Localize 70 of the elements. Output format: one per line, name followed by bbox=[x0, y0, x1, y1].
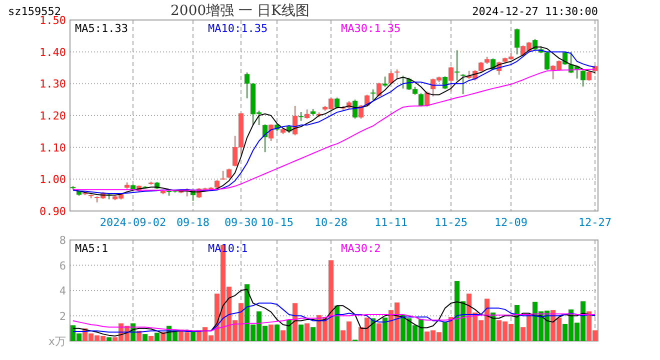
candlestick bbox=[580, 70, 586, 88]
candlestick bbox=[442, 76, 448, 90]
bar bbox=[490, 312, 496, 341]
x-tick-label: 12-27 bbox=[578, 216, 612, 229]
bar bbox=[106, 337, 112, 341]
legend-entry: MA5:1.33 bbox=[75, 22, 128, 35]
bar bbox=[442, 322, 448, 341]
bar bbox=[286, 320, 292, 341]
y-tick-label: 0.90 bbox=[40, 205, 66, 218]
bar bbox=[268, 324, 274, 341]
candlestick bbox=[514, 28, 520, 55]
bar bbox=[376, 323, 382, 341]
candlestick bbox=[388, 70, 394, 85]
candlestick bbox=[586, 70, 592, 82]
text: 2024-12-27 11:30:00 bbox=[472, 5, 598, 18]
bar bbox=[304, 323, 310, 341]
x-tick-label: 09-30 bbox=[224, 216, 258, 229]
line-series bbox=[72, 302, 596, 333]
candlestick bbox=[544, 51, 550, 70]
bar bbox=[382, 318, 388, 341]
y-tick-label: 6 bbox=[59, 259, 66, 272]
bar bbox=[514, 305, 520, 341]
candlestick bbox=[244, 72, 250, 99]
bar bbox=[448, 317, 454, 341]
candlestick bbox=[394, 68, 400, 80]
y-tick-label: 1.50 bbox=[40, 14, 66, 27]
bar bbox=[190, 332, 196, 341]
x-tick-label: 11-11 bbox=[374, 216, 408, 229]
y-tick-label: x万 bbox=[48, 335, 66, 348]
candlestick bbox=[478, 62, 484, 72]
x-tick-label: 11-25 bbox=[434, 216, 468, 229]
candlestick bbox=[358, 104, 364, 120]
line-series bbox=[72, 313, 596, 332]
bar bbox=[280, 330, 286, 341]
y-tick-label: 4 bbox=[59, 284, 66, 298]
candlestick bbox=[226, 168, 232, 179]
candlestick bbox=[334, 97, 340, 109]
bar bbox=[148, 336, 154, 341]
candlestick bbox=[304, 108, 310, 120]
candlestick bbox=[418, 92, 424, 108]
y-tick-label: 8 bbox=[59, 234, 66, 247]
candlestick bbox=[382, 76, 388, 88]
legend-entry: MA5:1 bbox=[75, 242, 108, 255]
x-tick-label: 12-09 bbox=[494, 216, 528, 229]
bar bbox=[298, 324, 304, 341]
y-tick-label: 1.40 bbox=[40, 46, 66, 59]
bar bbox=[154, 332, 160, 341]
legend-entry: MA30:1.35 bbox=[341, 22, 401, 35]
bar bbox=[292, 303, 298, 341]
y-tick-label: 1.20 bbox=[40, 110, 66, 122]
y-tick-label: 1.10 bbox=[40, 141, 66, 154]
x-tick-label: 10-15 bbox=[260, 216, 294, 229]
bar bbox=[142, 334, 148, 341]
y-tick-label: 2 bbox=[59, 310, 66, 323]
bar bbox=[334, 306, 340, 341]
x-tick-label: 2024-09-02 bbox=[100, 216, 166, 229]
legend-entry: MA10:1.35 bbox=[208, 22, 268, 35]
y-tick-label: 1.30 bbox=[40, 78, 66, 91]
candlestick bbox=[376, 82, 382, 97]
candlestick bbox=[448, 66, 454, 92]
y-tick-label: 1.00 bbox=[40, 173, 66, 186]
legend-entry: MA30:2 bbox=[341, 242, 381, 255]
x-tick-label: 09-18 bbox=[176, 216, 210, 229]
x-tick-label: 10-28 bbox=[314, 216, 348, 229]
candlestick bbox=[454, 50, 460, 81]
bar bbox=[274, 324, 280, 341]
candlestick bbox=[370, 88, 376, 101]
candlestick bbox=[460, 74, 466, 95]
chart-title: 2000增强 一 日K线图 bbox=[170, 3, 310, 19]
bar bbox=[310, 327, 316, 341]
